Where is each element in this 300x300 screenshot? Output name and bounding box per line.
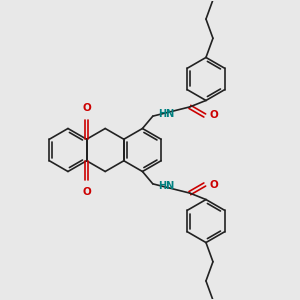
Text: O: O	[82, 187, 91, 197]
Text: HN: HN	[158, 110, 174, 119]
Text: O: O	[82, 103, 91, 113]
Text: O: O	[209, 110, 218, 121]
Text: HN: HN	[158, 181, 174, 190]
Text: O: O	[209, 179, 218, 190]
